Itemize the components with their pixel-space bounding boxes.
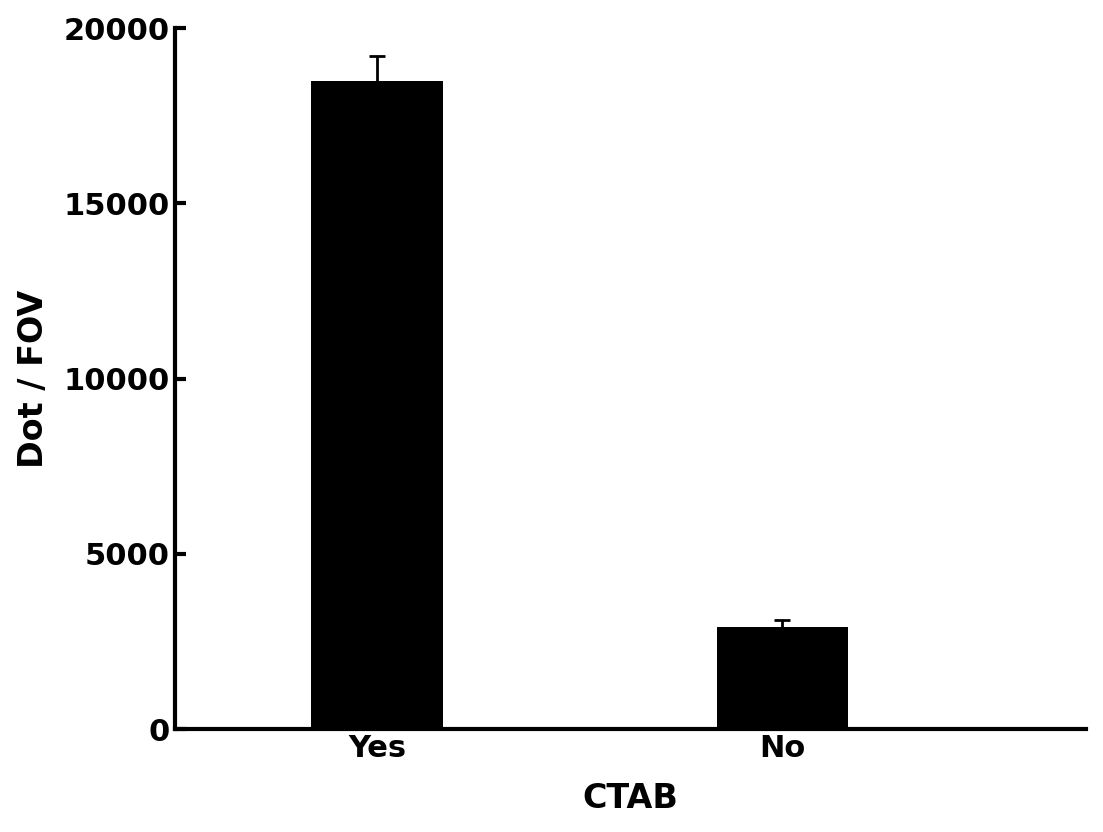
Bar: [717, 627, 848, 729]
Y-axis label: Dot / FOV: Dot / FOV: [17, 290, 50, 468]
X-axis label: CTAB: CTAB: [582, 782, 678, 815]
Bar: [311, 81, 443, 729]
